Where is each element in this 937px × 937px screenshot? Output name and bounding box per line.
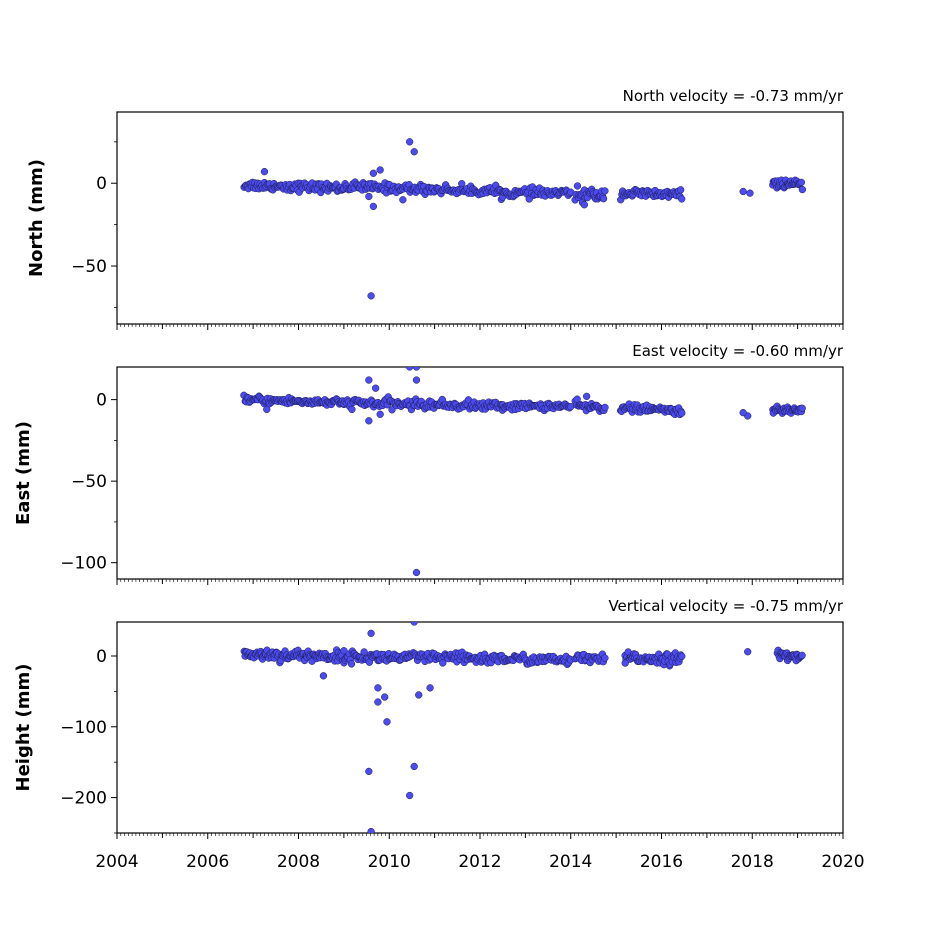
height-x-tick-label: 2018 [731, 852, 774, 872]
north-data-point [599, 195, 608, 203]
east-data-point [412, 376, 421, 384]
north-data-point [365, 192, 373, 201]
north-data-point [399, 196, 407, 204]
height-data-point [601, 654, 609, 662]
height-data-point [621, 659, 629, 667]
height-y-tick-label: −200 [60, 789, 107, 809]
east-y-tick-label: 0 [96, 391, 107, 411]
north-points [240, 138, 807, 300]
north-data-point [678, 195, 686, 203]
east-y-tick-label: −100 [60, 554, 107, 574]
height-y-axis-label: Height (mm) [13, 664, 34, 792]
east-data-point [601, 403, 609, 412]
east-velocity-title: East velocity = -0.60 mm/yr [632, 342, 844, 360]
height-x-tick-label: 2016 [640, 852, 683, 872]
height-data-point [374, 698, 382, 706]
north-data-point [367, 292, 375, 300]
height-y-tick-label: −100 [60, 718, 107, 738]
north-data-point [797, 178, 806, 187]
height-data-point [406, 791, 414, 800]
height-x-tick-label: 2006 [186, 852, 229, 872]
east-data-point [376, 410, 384, 418]
east-axes-frame [116, 366, 844, 580]
east-data-point [798, 404, 806, 412]
east-data-point [348, 405, 356, 414]
height-data-point [374, 684, 382, 692]
height-x-tick-label: 2010 [368, 852, 411, 872]
height-data-point [367, 827, 375, 833]
height-data-point [381, 693, 389, 701]
north-data-point [369, 169, 378, 177]
north-data-point [410, 148, 418, 156]
north-y-tick-label: −50 [71, 257, 107, 277]
east-data-point [388, 406, 396, 414]
height-panel: Vertical velocity = -0.75 mm/yr Height (m… [13, 597, 865, 872]
height-x-tick-label: 2020 [821, 852, 864, 872]
height-data-point [347, 660, 356, 668]
north-data-point [580, 201, 589, 209]
height-data-point [319, 672, 328, 680]
east-data-point [739, 409, 747, 417]
height-data-point [365, 767, 373, 776]
height-velocity-title: Vertical velocity = -0.75 mm/yr [608, 597, 843, 615]
height-x-tick-label: 2014 [549, 852, 592, 872]
north-data-point [739, 187, 747, 196]
north-data-point [406, 138, 414, 146]
north-y-tick-label: 0 [96, 174, 107, 194]
height-x-tick-label: 2012 [458, 852, 501, 872]
east-data-point [371, 384, 380, 392]
east-data-point [365, 376, 373, 384]
north-data-point [458, 180, 466, 188]
east-y-axis-label: East (mm) [13, 421, 34, 525]
north-panel: North velocity = -0.73 mm/yr North (mm) 0 −… [26, 87, 844, 330]
north-data-point [369, 202, 378, 211]
east-data-point [263, 405, 271, 414]
height-data-point [383, 718, 391, 726]
height-data-point [798, 651, 806, 660]
east-points [240, 367, 806, 577]
height-data-point [340, 647, 348, 655]
north-velocity-title: North velocity = -0.73 mm/yr [623, 87, 844, 105]
north-axes-frame [116, 111, 844, 325]
north-data-point [746, 189, 754, 197]
east-data-point [412, 568, 421, 577]
height-data-point [426, 684, 434, 692]
north-data-point [601, 187, 609, 195]
height-data-point [360, 648, 368, 656]
height-data-point [410, 762, 418, 771]
north-data-point [677, 186, 685, 194]
height-data-point [367, 629, 375, 637]
height-x-tick-label: 2008 [277, 852, 320, 872]
east-data-point [365, 417, 373, 425]
east-y-tick-label: −50 [71, 472, 107, 492]
north-y-axis-label: North (mm) [26, 159, 47, 277]
height-data-point [744, 648, 752, 656]
east-panel: East velocity = -0.60 mm/yr East (mm) 0 −50… [13, 342, 844, 585]
east-data-point [412, 367, 421, 371]
north-data-point [573, 182, 582, 190]
north-data-point [798, 185, 807, 194]
height-points [240, 622, 806, 833]
height-data-point [415, 691, 423, 699]
north-data-point [376, 166, 384, 174]
height-y-tick-label: 0 [96, 647, 107, 667]
north-data-point [260, 167, 269, 176]
east-data-point [406, 367, 414, 371]
east-data-point [582, 392, 591, 401]
height-data-point [410, 622, 418, 626]
height-data-point [678, 652, 686, 660]
east-data-point [678, 409, 686, 417]
height-x-tick-label: 2004 [95, 852, 138, 872]
